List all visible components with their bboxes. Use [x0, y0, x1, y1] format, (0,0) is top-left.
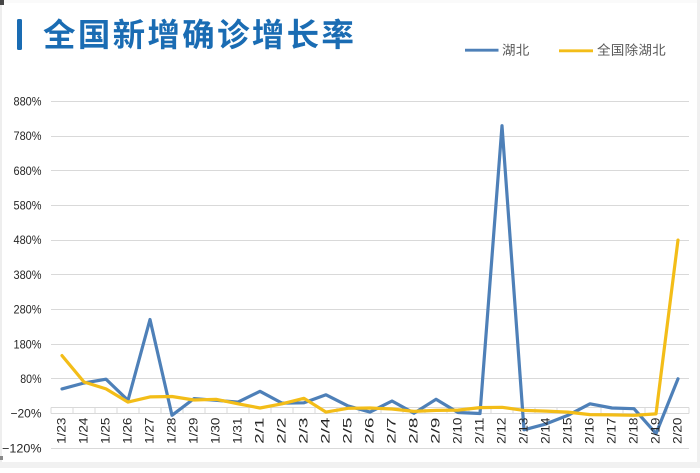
svg-text:2/15: 2/15	[561, 417, 575, 444]
svg-text:1/27: 1/27	[143, 417, 157, 444]
svg-text:1/25: 1/25	[99, 417, 113, 444]
svg-text:1/24: 1/24	[77, 417, 91, 444]
svg-text:1/29: 1/29	[187, 417, 201, 444]
svg-text:2/19: 2/19	[649, 417, 663, 444]
svg-text:680%: 680%	[14, 164, 42, 178]
svg-text:2/2: 2/2	[275, 417, 289, 444]
svg-text:480%: 480%	[14, 233, 42, 247]
svg-text:280%: 280%	[14, 303, 42, 317]
svg-text:2/11: 2/11	[473, 417, 487, 444]
svg-text:2/17: 2/17	[605, 417, 619, 444]
svg-text:2/5: 2/5	[341, 417, 355, 444]
svg-text:2/3: 2/3	[297, 417, 311, 444]
svg-text:1/26: 1/26	[121, 417, 135, 444]
svg-text:−20%: −20%	[11, 407, 42, 421]
svg-text:2/7: 2/7	[385, 417, 399, 444]
svg-text:380%: 380%	[14, 268, 42, 282]
svg-text:2/1: 2/1	[253, 417, 267, 444]
svg-text:−120%: −120%	[2, 441, 42, 455]
svg-text:880%: 880%	[14, 95, 42, 109]
svg-text:80%: 80%	[20, 372, 41, 386]
svg-text:2/18: 2/18	[627, 417, 641, 444]
svg-text:1/31: 1/31	[231, 417, 245, 444]
svg-text:580%: 580%	[14, 199, 42, 213]
svg-text:2/14: 2/14	[539, 417, 553, 444]
svg-text:2/20: 2/20	[671, 417, 685, 444]
svg-text:2/12: 2/12	[495, 417, 509, 444]
svg-text:1/30: 1/30	[209, 417, 223, 444]
svg-text:2/8: 2/8	[407, 417, 421, 444]
svg-text:780%: 780%	[14, 129, 42, 143]
svg-text:1/28: 1/28	[165, 417, 179, 444]
svg-text:180%: 180%	[14, 337, 42, 351]
svg-text:2/6: 2/6	[363, 417, 377, 444]
svg-text:1/23: 1/23	[55, 417, 69, 444]
svg-text:2/4: 2/4	[319, 417, 333, 444]
svg-text:2/9: 2/9	[429, 417, 443, 444]
svg-text:2/13: 2/13	[517, 417, 531, 444]
svg-text:2/16: 2/16	[583, 417, 597, 444]
svg-text:2/10: 2/10	[451, 417, 465, 444]
